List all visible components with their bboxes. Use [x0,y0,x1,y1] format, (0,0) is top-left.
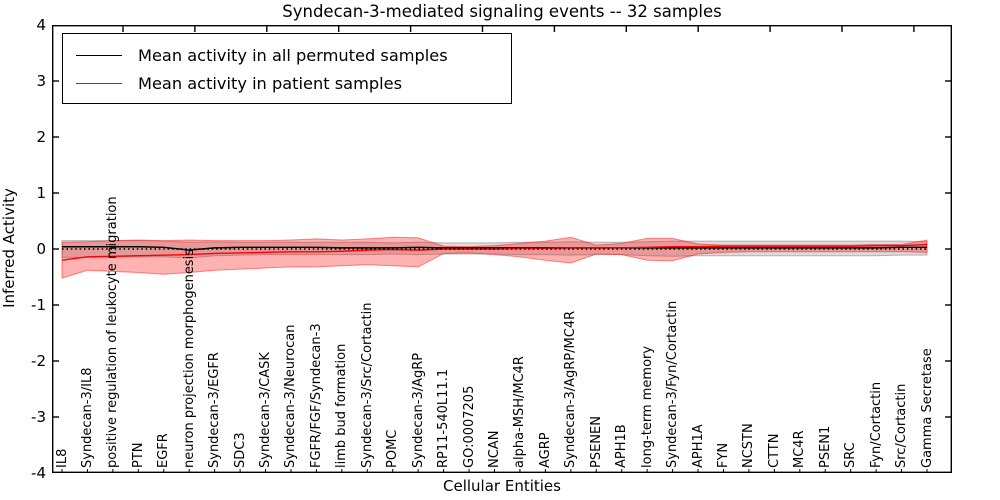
y-tick-label: 1 [36,184,46,202]
y-tick-label: 4 [36,16,46,34]
y-tick-label: -4 [31,464,46,482]
y-axis-label: Inferred Activity [0,188,18,308]
y-tick-label: 2 [36,128,46,146]
legend-label-permuted: Mean activity in all permuted samples [138,45,448,65]
chart-title: Syndecan-3-mediated signaling events -- … [282,2,722,21]
black-line-swatch-icon [76,54,122,56]
legend-row-patient: Mean activity in patient samples [63,69,511,97]
legend-row-permuted: Mean activity in all permuted samples [63,41,511,69]
y-tick-label: -1 [31,296,46,314]
y-tick-label: -3 [31,408,46,426]
y-tick-label: 0 [36,240,46,258]
plot-area [52,25,952,473]
plot-border [52,25,952,473]
y-tick-label: -2 [31,352,46,370]
red-line-swatch-icon [76,82,122,84]
legend: Mean activity in all permuted samples Me… [62,33,512,104]
y-tick-label: 3 [36,72,46,90]
legend-label-patient: Mean activity in patient samples [138,73,403,93]
permuted-mean-line [62,246,927,251]
x-axis-label: Cellular Entities [443,477,561,495]
